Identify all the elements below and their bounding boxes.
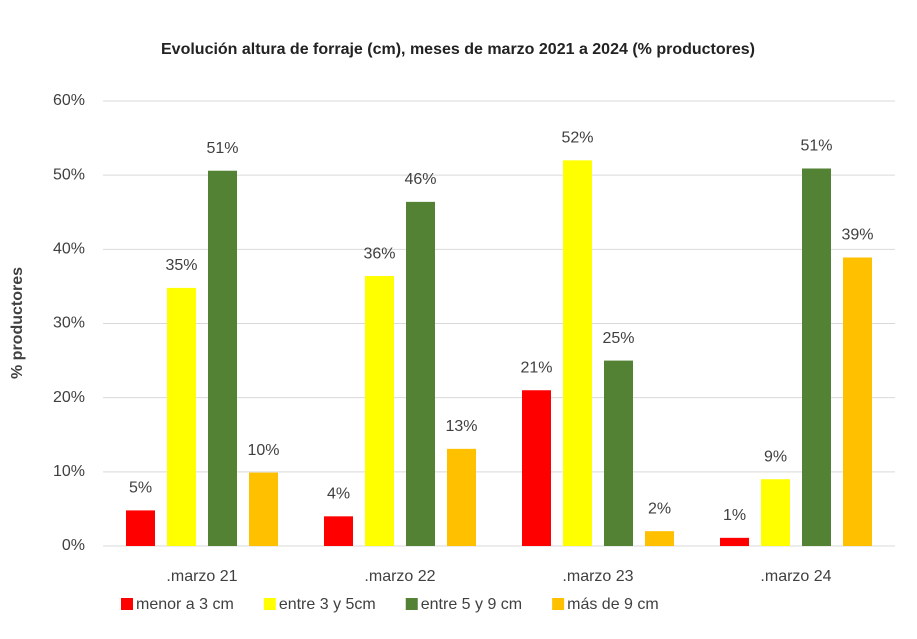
y-tick-label: 60% [53, 92, 85, 109]
data-label: 39% [841, 227, 873, 244]
legend-label: entre 5 y 9 cm [421, 596, 522, 613]
data-label: 9% [764, 448, 787, 465]
legend-swatch [263, 598, 276, 610]
y-axis-title: % productores [9, 267, 26, 379]
bar [365, 276, 394, 546]
data-label: 2% [648, 500, 671, 517]
bar [249, 472, 278, 546]
y-tick-label: 20% [53, 389, 85, 406]
y-tick-label: 30% [53, 315, 85, 332]
chart-title: Evolución altura de forraje (cm), meses … [161, 41, 755, 58]
legend-swatch [552, 598, 565, 610]
bar [126, 510, 155, 546]
bar [324, 516, 353, 546]
x-tick-label: .marzo 23 [562, 568, 633, 585]
bar [522, 390, 551, 546]
y-tick-label: 50% [53, 166, 85, 183]
legend-swatch [405, 598, 418, 610]
bar [167, 287, 196, 546]
data-label: 51% [800, 138, 832, 155]
data-label: 4% [327, 486, 350, 503]
bar [563, 160, 592, 547]
data-label: 52% [561, 130, 593, 147]
bar [843, 257, 872, 546]
legend-label: más de 9 cm [567, 596, 659, 613]
bar [406, 201, 435, 546]
bar [604, 360, 633, 546]
bar [802, 168, 831, 546]
data-label: 13% [445, 418, 477, 435]
bar [447, 448, 476, 546]
data-label: 1% [723, 507, 746, 524]
y-tick-label: 10% [53, 463, 85, 480]
legend-swatch [121, 598, 133, 610]
bar [761, 479, 790, 546]
legend-label: entre 3 y 5cm [279, 596, 376, 613]
data-label: 36% [363, 245, 395, 262]
data-label: 35% [165, 257, 197, 274]
y-tick-label: 0% [62, 537, 85, 554]
x-tick-label: .marzo 22 [364, 568, 435, 585]
x-tick-label: .marzo 21 [166, 568, 237, 585]
bar [208, 170, 237, 546]
y-tick-label: 40% [53, 241, 85, 258]
x-tick-label: .marzo 24 [760, 568, 831, 585]
bar [645, 531, 674, 546]
data-label: 5% [129, 480, 152, 497]
legend-label: menor a 3 cm [136, 596, 234, 613]
data-label: 21% [520, 359, 552, 376]
data-label: 51% [206, 140, 238, 157]
data-label: 10% [247, 442, 279, 459]
data-label: 46% [404, 171, 436, 188]
data-label: 25% [602, 330, 634, 347]
bar [720, 537, 749, 546]
